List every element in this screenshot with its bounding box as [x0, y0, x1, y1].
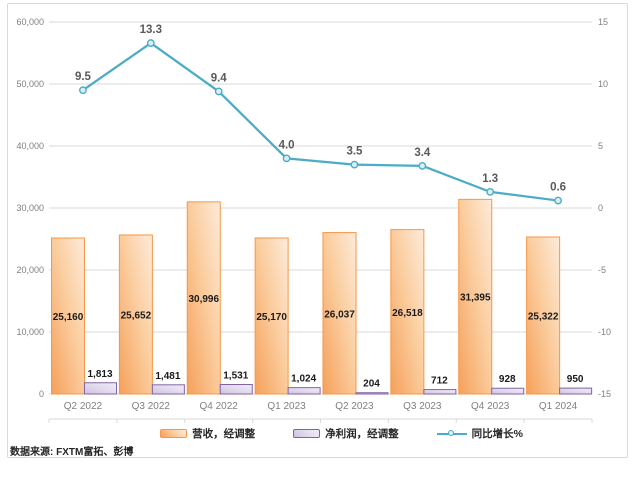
profit-bar [219, 384, 253, 395]
growth-line-marker [282, 154, 291, 163]
growth-value-label: 3.5 [346, 146, 363, 158]
revenue-swatch-icon [160, 429, 188, 438]
revenue-bar [51, 237, 85, 395]
y-axis-label-left: 0 [39, 389, 44, 399]
profit-swatch-icon [293, 429, 321, 438]
y-axis-label-right: 10 [598, 79, 608, 89]
profit-bar-label: 1,024 [291, 374, 316, 385]
x-axis-label: Q2 2023 [335, 401, 374, 412]
y-axis-label-right: 15 [598, 17, 608, 27]
growth-line-marker [486, 187, 495, 196]
chart-legend: 营收，经调整 净利润，经调整 同比增长% [0, 426, 635, 441]
growth-line-marker [146, 39, 155, 47]
growth-line-marker [554, 196, 562, 205]
y-axis-label-right: -10 [598, 327, 611, 337]
revenue-bar-label: 26,518 [392, 308, 423, 319]
legend-label-profit: 净利润，经调整 [325, 428, 399, 440]
y-axis-label-right: 0 [598, 203, 603, 213]
growth-line-marker [418, 161, 427, 170]
x-axis-label: Q1 2023 [267, 401, 306, 412]
revenue-bar [526, 236, 561, 395]
legend-item-profit: 净利润，经调整 [293, 426, 399, 441]
y-axis-label-left: 30,000 [16, 203, 44, 213]
y-axis-label-right: 5 [598, 141, 603, 151]
x-axis-label: Q4 2022 [200, 401, 239, 412]
revenue-bar [254, 237, 289, 395]
growth-line [82, 41, 559, 202]
growth-value-label: 0.6 [550, 182, 566, 194]
revenue-bar-label: 25,652 [121, 310, 152, 321]
revenue-bar [186, 201, 221, 395]
x-axis-label: Q3 2023 [403, 401, 442, 412]
profit-bar [491, 387, 525, 395]
legend-item-growth: 同比增长% [436, 426, 523, 441]
legend-item-revenue: 营收，经调整 [160, 426, 255, 441]
growth-line-marker [214, 87, 223, 96]
profit-bar [287, 387, 321, 395]
x-axis-label: Q1 2024 [539, 401, 578, 412]
growth-value-label: 1.3 [482, 173, 498, 185]
growth-value-label: 9.5 [75, 71, 92, 83]
profit-bar-label: 1,531 [223, 371, 248, 382]
profit-bar-label: 712 [431, 376, 448, 387]
chart-frame [7, 3, 628, 458]
revenue-bar-label: 30,996 [188, 294, 219, 305]
revenue-bar [322, 232, 357, 395]
y-axis-label-left: 40,000 [16, 141, 44, 151]
profit-bar-label: 928 [499, 374, 516, 385]
x-axis-label: Q3 2022 [132, 401, 171, 412]
y-axis-label-left: 20,000 [16, 265, 44, 275]
profit-bar [559, 387, 593, 395]
profit-bar [423, 389, 457, 395]
growth-line-marker [350, 160, 359, 169]
profit-bar-label: 204 [363, 379, 380, 390]
growth-value-label: 13.3 [140, 24, 162, 36]
revenue-bar-label: 26,037 [324, 309, 355, 320]
growth-value-label: 3.4 [414, 147, 431, 159]
growth-line-marker [79, 86, 87, 95]
revenue-bar [458, 198, 493, 395]
profit-bar-label: 1,813 [87, 369, 112, 380]
growth-value-label: 4.0 [279, 139, 295, 151]
legend-label-growth: 同比增长% [471, 428, 523, 440]
data-source-note: 数据来源: FXTM富拓、彭博 [10, 447, 134, 458]
revenue-bar-label: 31,395 [460, 293, 491, 304]
growth-value-label: 9.4 [211, 72, 228, 84]
revenue-bar [390, 229, 425, 395]
profit-bar-label: 950 [567, 374, 584, 385]
profit-bar [355, 392, 389, 395]
profit-bar [151, 384, 185, 395]
profit-bar [84, 382, 117, 395]
y-axis-label-right: -15 [598, 389, 611, 399]
legend-label-revenue: 营收，经调整 [192, 428, 256, 440]
revenue-bar-label: 25,160 [53, 312, 84, 323]
x-axis-label: Q2 2022 [64, 401, 103, 412]
revenue-bar-label: 25,170 [256, 312, 287, 323]
y-axis-label-left: 50,000 [16, 79, 44, 89]
y-axis-label-left: 10,000 [16, 327, 44, 337]
line-marker-icon [436, 429, 467, 438]
revenue-bar [118, 234, 153, 395]
profit-bar-label: 1,481 [155, 371, 180, 382]
y-axis-label-right: -5 [598, 265, 606, 275]
y-axis-label-left: 60,000 [16, 17, 44, 27]
x-axis-label: Q4 2023 [471, 401, 510, 412]
revenue-bar-label: 25,322 [528, 312, 559, 323]
